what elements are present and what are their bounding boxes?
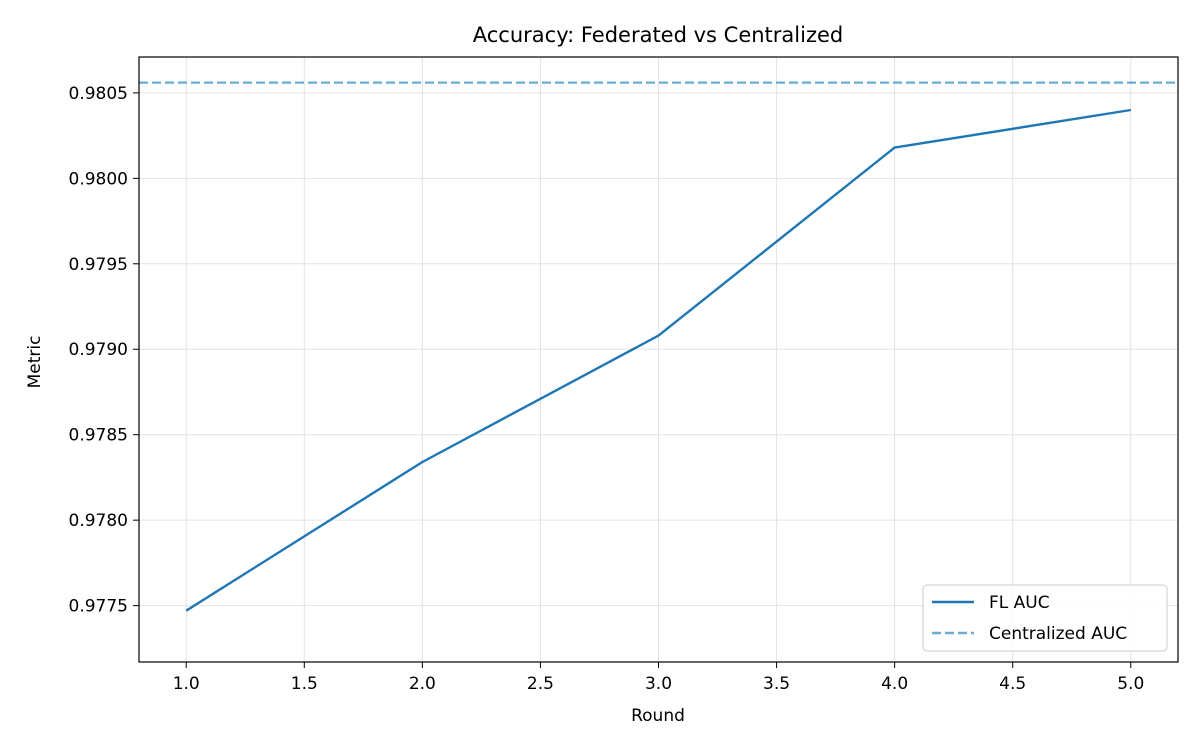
x-tick-label: 2.5 bbox=[527, 674, 554, 694]
y-tick-label: 0.9800 bbox=[69, 169, 128, 189]
y-tick-label: 0.9785 bbox=[69, 426, 128, 446]
x-axis-title: Round bbox=[631, 706, 685, 726]
x-tick-label: 1.5 bbox=[291, 674, 318, 694]
x-tick-label: 5.0 bbox=[1117, 674, 1144, 694]
chart-title: Accuracy: Federated vs Centralized bbox=[473, 23, 843, 47]
y-axis-title: Metric bbox=[25, 336, 45, 389]
x-tick-label: 4.5 bbox=[999, 674, 1026, 694]
x-tick-label: 1.0 bbox=[173, 674, 200, 694]
y-tick-label: 0.9795 bbox=[69, 255, 128, 275]
y-tick-label: 0.9775 bbox=[69, 597, 128, 617]
series-line-fl-auc bbox=[185, 108, 1131, 612]
x-tick-label: 3.0 bbox=[645, 674, 672, 694]
x-tick-label: 2.0 bbox=[409, 674, 436, 694]
x-tick-label: 3.5 bbox=[763, 674, 790, 694]
y-axis-ticks: 0.9775 0.9780 0.9785 0.9790 0.9795 0.9800 0.98… bbox=[69, 84, 139, 617]
x-axis-ticks: 1.0 1.5 2.0 2.5 3.0 3.5 4.0 4.5 5.0 bbox=[173, 662, 1144, 694]
legend-label: FL AUC bbox=[989, 593, 1050, 613]
legend: FL AUC Centralized AUC bbox=[922, 584, 1168, 652]
x-tick-label: 4.0 bbox=[881, 674, 908, 694]
legend-box bbox=[922, 584, 1168, 652]
y-tick-label: 0.9780 bbox=[69, 511, 128, 531]
y-tick-label: 0.9790 bbox=[69, 340, 128, 360]
series-layer bbox=[139, 81, 1178, 612]
legend-label: Centralized AUC bbox=[989, 624, 1127, 644]
y-tick-label: 0.9805 bbox=[69, 84, 128, 104]
